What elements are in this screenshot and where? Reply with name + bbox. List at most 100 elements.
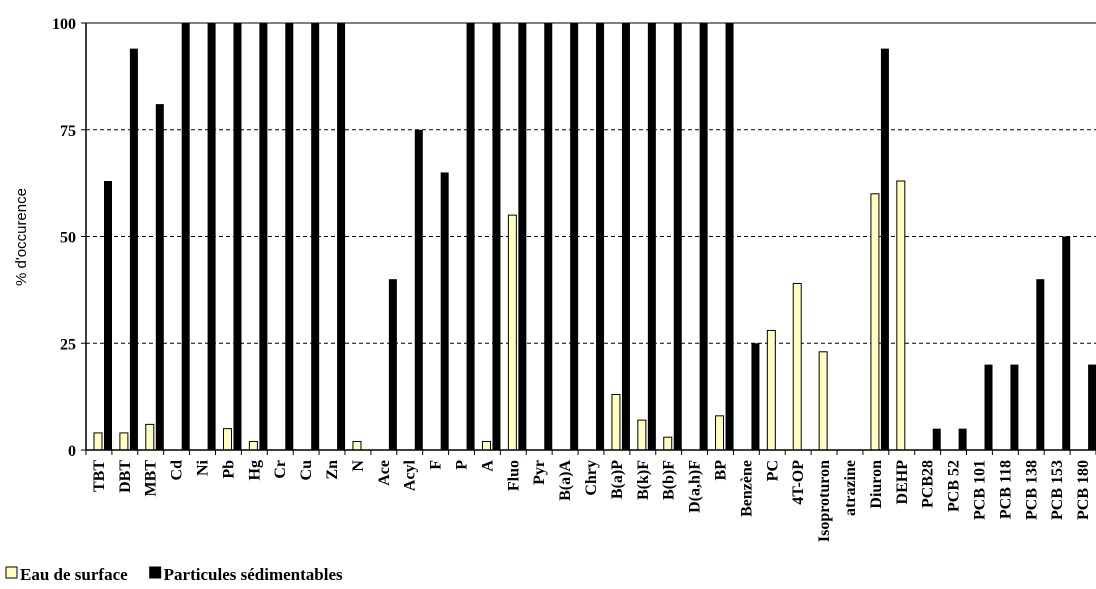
x-tick-label: Pyr xyxy=(531,460,548,485)
bar-particules-sedimentables xyxy=(311,23,320,450)
x-tick-label: Chry xyxy=(583,460,600,496)
bar-particules-sedimentables xyxy=(596,23,605,450)
x-tick-label: Isoproturon xyxy=(816,460,833,542)
x-tick-label: B(a)A xyxy=(557,460,574,501)
x-tick-label: Acyl xyxy=(402,459,419,491)
x-tick-label: Benzène xyxy=(738,460,755,517)
y-axis-ticks: 0 25 50 75 100 xyxy=(52,16,86,460)
bar-particules-sedimentables xyxy=(1010,364,1019,450)
x-tick-label: PCB 180 xyxy=(1075,460,1092,520)
bar-eau-de-surface xyxy=(93,432,103,451)
bar-particules-sedimentables xyxy=(673,23,682,450)
x-axis-ticks: TBT DBT MBT Cd Ni Pb Hg Cr Cu Zn N Ace Acyl F P A Fluo Py… xyxy=(85,450,1096,542)
x-tick-label: PCB 153 xyxy=(1049,460,1066,520)
x-tick-label: Cd xyxy=(169,460,186,481)
bar-particules-sedimentables xyxy=(984,364,993,450)
x-tick-label: DEHP xyxy=(894,460,911,505)
x-tick-label: Cr xyxy=(272,460,289,479)
x-tick-label: Fluo xyxy=(505,460,522,491)
x-tick-label: A xyxy=(479,460,496,472)
x-tick-label: atrazine xyxy=(842,460,859,516)
y-tick-label: 75 xyxy=(60,123,76,140)
bar-eau-de-surface xyxy=(715,415,725,451)
bars xyxy=(93,23,1096,451)
y-tick-label: 0 xyxy=(68,443,76,460)
bar-particules-sedimentables xyxy=(129,48,138,451)
bar-particules-sedimentables xyxy=(155,104,164,450)
legend-swatch xyxy=(5,566,18,579)
bar-particules-sedimentables xyxy=(518,23,527,450)
x-tick-label: P xyxy=(454,460,471,470)
bar-particules-sedimentables xyxy=(285,23,294,450)
x-tick-label: PCB 118 xyxy=(997,460,1014,519)
bar-eau-de-surface xyxy=(870,193,880,451)
axes xyxy=(85,23,1096,451)
bar-eau-de-surface xyxy=(663,436,673,451)
x-tick-label: PCB 52 xyxy=(946,460,963,512)
legend-label: Eau de surface xyxy=(20,565,128,584)
x-tick-label: BP xyxy=(712,460,729,481)
bar-particules-sedimentables xyxy=(1062,236,1071,450)
x-tick-label: PCB 138 xyxy=(1023,460,1040,520)
bar-particules-sedimentables xyxy=(544,23,553,450)
x-tick-label: Ace xyxy=(376,460,393,486)
x-tick-label: PCB 101 xyxy=(971,460,988,520)
bar-particules-sedimentables xyxy=(958,428,967,450)
bar-particules-sedimentables xyxy=(1088,364,1096,450)
bar-eau-de-surface xyxy=(792,282,802,451)
x-tick-label: PCB28 xyxy=(920,460,937,508)
bar-eau-de-surface xyxy=(637,419,647,451)
x-tick-label: B(k)F xyxy=(635,460,652,500)
bar-particules-sedimentables xyxy=(337,23,346,450)
x-tick-label: F xyxy=(428,460,445,470)
x-tick-label: DBT xyxy=(117,460,134,493)
bar-particules-sedimentables xyxy=(492,23,501,450)
x-tick-label: N xyxy=(350,460,367,472)
bar-particules-sedimentables xyxy=(932,428,941,450)
x-tick-label: PC xyxy=(764,460,781,481)
x-tick-label: Cu xyxy=(298,460,315,481)
bar-particules-sedimentables xyxy=(725,23,734,450)
bar-eau-de-surface xyxy=(611,393,621,451)
x-tick-label: Diuron xyxy=(868,460,885,509)
bar-eau-de-surface xyxy=(248,440,258,451)
bar-particules-sedimentables xyxy=(621,23,630,450)
bar-particules-sedimentables xyxy=(1036,279,1045,450)
bar-eau-de-surface xyxy=(896,180,906,451)
x-tick-label: Pb xyxy=(220,460,237,479)
bar-particules-sedimentables xyxy=(647,23,656,450)
y-axis-label: % d'occurence xyxy=(13,188,30,286)
x-tick-label: Zn xyxy=(324,460,341,480)
gridlines xyxy=(86,22,1096,344)
bar-eau-de-surface xyxy=(222,428,232,451)
bar-eau-de-surface xyxy=(119,432,129,451)
bar-eau-de-surface xyxy=(145,423,155,451)
bar-particules-sedimentables xyxy=(751,343,760,450)
bar-particules-sedimentables xyxy=(207,23,216,450)
bar-eau-de-surface xyxy=(507,214,517,451)
x-tick-label: Hg xyxy=(246,460,263,480)
bar-eau-de-surface xyxy=(481,440,491,451)
y-tick-label: 100 xyxy=(52,16,76,33)
x-tick-label: TBT xyxy=(91,460,108,492)
x-tick-label: Ni xyxy=(195,459,212,476)
bar-particules-sedimentables xyxy=(880,48,889,451)
bar-particules-sedimentables xyxy=(259,23,268,450)
x-tick-label: MBT xyxy=(143,460,160,497)
bar-particules-sedimentables xyxy=(233,23,242,450)
x-tick-label: B(a)P xyxy=(609,460,626,499)
bar-eau-de-surface xyxy=(818,351,828,451)
x-tick-label: D(a,h)F xyxy=(687,460,704,513)
legend: Eau de surface Particules sédimentables xyxy=(5,565,343,584)
bar-particules-sedimentables xyxy=(181,23,190,450)
bar-particules-sedimentables xyxy=(440,172,449,450)
x-tick-label: 4T-OP xyxy=(790,460,807,505)
bar-particules-sedimentables xyxy=(388,279,397,450)
legend-swatch xyxy=(149,566,162,579)
bar-particules-sedimentables xyxy=(699,23,708,450)
bar-particules-sedimentables xyxy=(104,180,112,451)
bar-eau-de-surface xyxy=(352,440,362,451)
bar-particules-sedimentables xyxy=(570,23,579,450)
x-tick-label: B(b)F xyxy=(661,460,678,500)
